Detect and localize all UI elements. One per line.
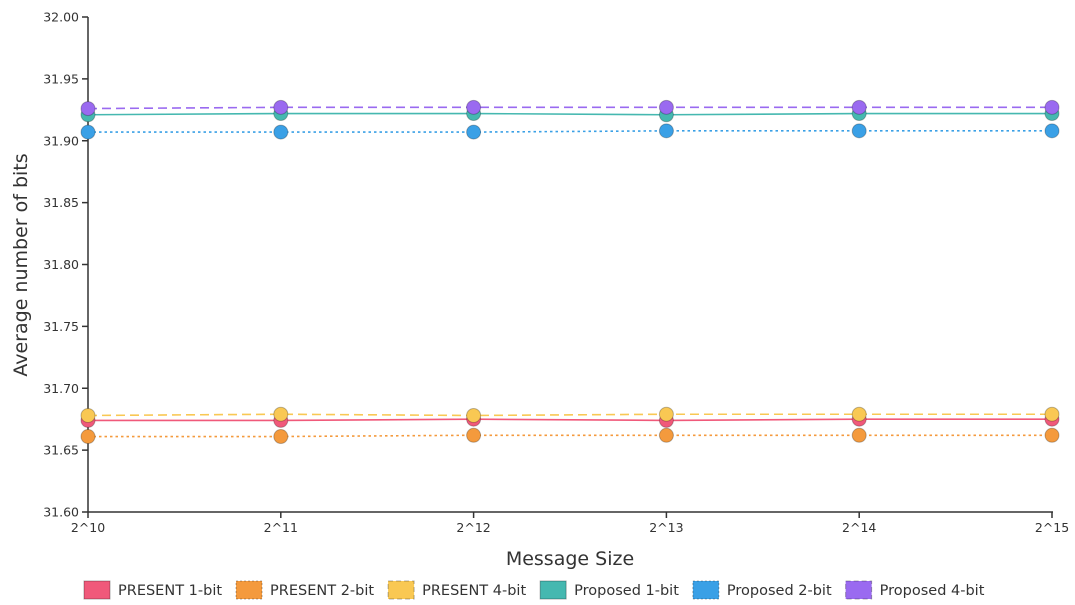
- legend: PRESENT 1-bit PRESENT 2-bit PRESENT 4-bit P…: [83, 580, 985, 600]
- x-tick-label: 2^10: [71, 520, 105, 535]
- x-tick-label: 2^12: [456, 520, 490, 535]
- legend-swatch: [539, 580, 567, 600]
- data-point: [466, 407, 482, 423]
- data-point: [273, 124, 289, 140]
- legend-swatch: [845, 580, 873, 600]
- y-tick-label: 31.95: [43, 71, 79, 86]
- legend-label: PRESENT 2-bit: [270, 583, 374, 599]
- data-point: [1044, 406, 1060, 422]
- data-point: [80, 429, 96, 445]
- data-point: [466, 427, 482, 443]
- x-tick-label: 2^11: [264, 520, 298, 535]
- series-line-proposed-4-bit: [87, 106, 1052, 110]
- legend-label: Proposed 2-bit: [727, 583, 832, 599]
- y-tick-label: 31.90: [43, 133, 79, 148]
- legend-label: PRESENT 1-bit: [118, 583, 222, 599]
- legend-swatch: [235, 580, 263, 600]
- y-ticks: 31.60 31.65 31.70 31.75 31.80 31.85 31.90 31.95…: [43, 10, 88, 520]
- series-line-proposed-1-bit: [87, 112, 1052, 116]
- x-tick-label: 2^13: [649, 520, 683, 535]
- data-point: [80, 124, 96, 140]
- y-tick-label: 31.60: [43, 505, 79, 520]
- y-axis-title: Average number of bits: [10, 153, 32, 376]
- data-point: [466, 124, 482, 140]
- legend-label: Proposed 4-bit: [880, 583, 985, 599]
- y-tick-label: 31.80: [43, 257, 79, 272]
- legend-swatch: [83, 580, 111, 600]
- data-point: [851, 406, 867, 422]
- legend-item: Proposed 4-bit: [845, 580, 985, 600]
- series-line-present-2-bit: [88, 434, 1052, 438]
- series-line-present-4-bit: [87, 413, 1052, 417]
- data-point: [80, 101, 96, 117]
- legend-item: PRESENT 1-bit: [83, 580, 222, 600]
- data-point: [1044, 427, 1060, 443]
- data-point: [80, 407, 96, 423]
- data-point: [658, 123, 674, 139]
- axes: [87, 17, 1053, 513]
- legend-item: Proposed 2-bit: [692, 580, 832, 600]
- series-line-present-1-bit: [88, 418, 1052, 422]
- data-point: [851, 123, 867, 139]
- data-point: [273, 429, 289, 445]
- legend-item: Proposed 1-bit: [539, 580, 679, 600]
- y-tick-label: 32.00: [43, 10, 79, 25]
- y-tick-label: 31.65: [43, 443, 79, 458]
- data-point: [658, 427, 674, 443]
- data-point: [851, 427, 867, 443]
- data-point: [658, 99, 674, 115]
- data-point: [1044, 123, 1060, 139]
- x-tick-label: 2^14: [842, 520, 876, 535]
- x-axis-title: Message Size: [506, 548, 634, 570]
- x-tick-label: 2^15: [1035, 520, 1069, 535]
- series-points: [80, 99, 1060, 445]
- y-tick-label: 31.85: [43, 195, 79, 210]
- series-lines: [87, 106, 1052, 438]
- series-line-proposed-2-bit: [88, 130, 1052, 133]
- y-tick-label: 31.70: [43, 381, 79, 396]
- data-point: [273, 99, 289, 115]
- legend-label: Proposed 1-bit: [574, 583, 679, 599]
- legend-label: PRESENT 4-bit: [422, 583, 526, 599]
- legend-swatch: [692, 580, 720, 600]
- legend-item: PRESENT 2-bit: [235, 580, 374, 600]
- legend-item: PRESENT 4-bit: [387, 580, 526, 600]
- data-point: [273, 406, 289, 422]
- legend-swatch: [387, 580, 415, 600]
- x-ticks: 2^10 2^11 2^12 2^13 2^14 2^15: [71, 512, 1069, 535]
- data-point: [851, 99, 867, 115]
- data-point: [466, 99, 482, 115]
- data-point: [658, 406, 674, 422]
- y-tick-label: 31.75: [43, 319, 79, 334]
- data-point: [1044, 99, 1060, 115]
